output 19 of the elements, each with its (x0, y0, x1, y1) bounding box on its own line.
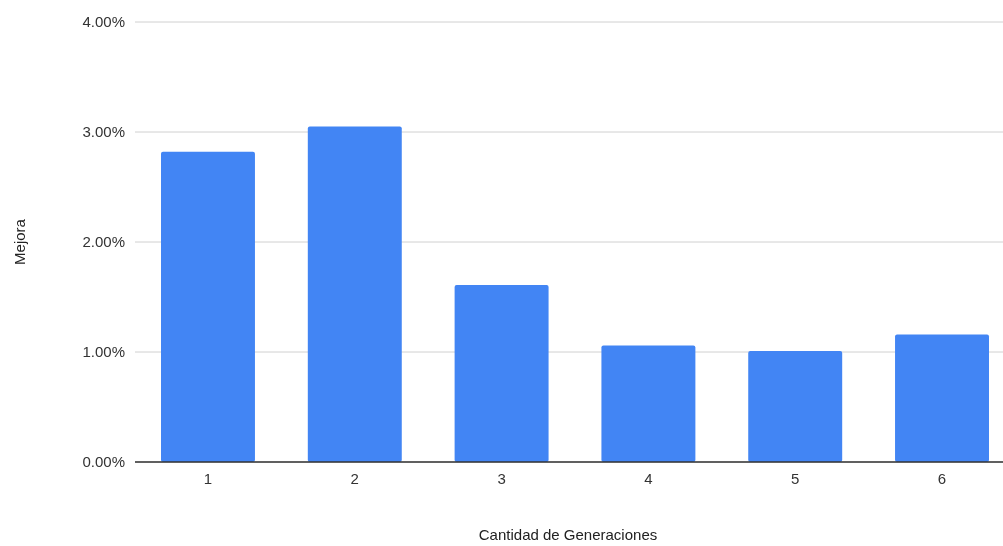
x-tick-label: 1 (203, 470, 213, 487)
y-tick-label: 4.00% (82, 13, 125, 31)
bar (161, 151, 255, 462)
x-tick-label: 6 (937, 470, 947, 487)
y-axis-title: Mejora (11, 218, 28, 265)
x-tick-label: 4 (644, 470, 653, 487)
y-tick-label: 1.00% (82, 343, 125, 361)
x-tick-label: 3 (497, 470, 506, 487)
bar (454, 284, 549, 462)
bar (601, 345, 696, 462)
bar (748, 350, 843, 462)
y-tick-label: 2.00% (82, 233, 125, 251)
x-tick-label: 2 (350, 470, 359, 487)
y-tick-label: 0.00% (82, 453, 125, 471)
x-axis-title: Cantidad de Generaciones (478, 526, 658, 543)
bar (307, 126, 402, 462)
y-tick-label: 3.00% (82, 123, 125, 141)
x-tick-label: 5 (791, 470, 800, 487)
bar (895, 334, 989, 462)
